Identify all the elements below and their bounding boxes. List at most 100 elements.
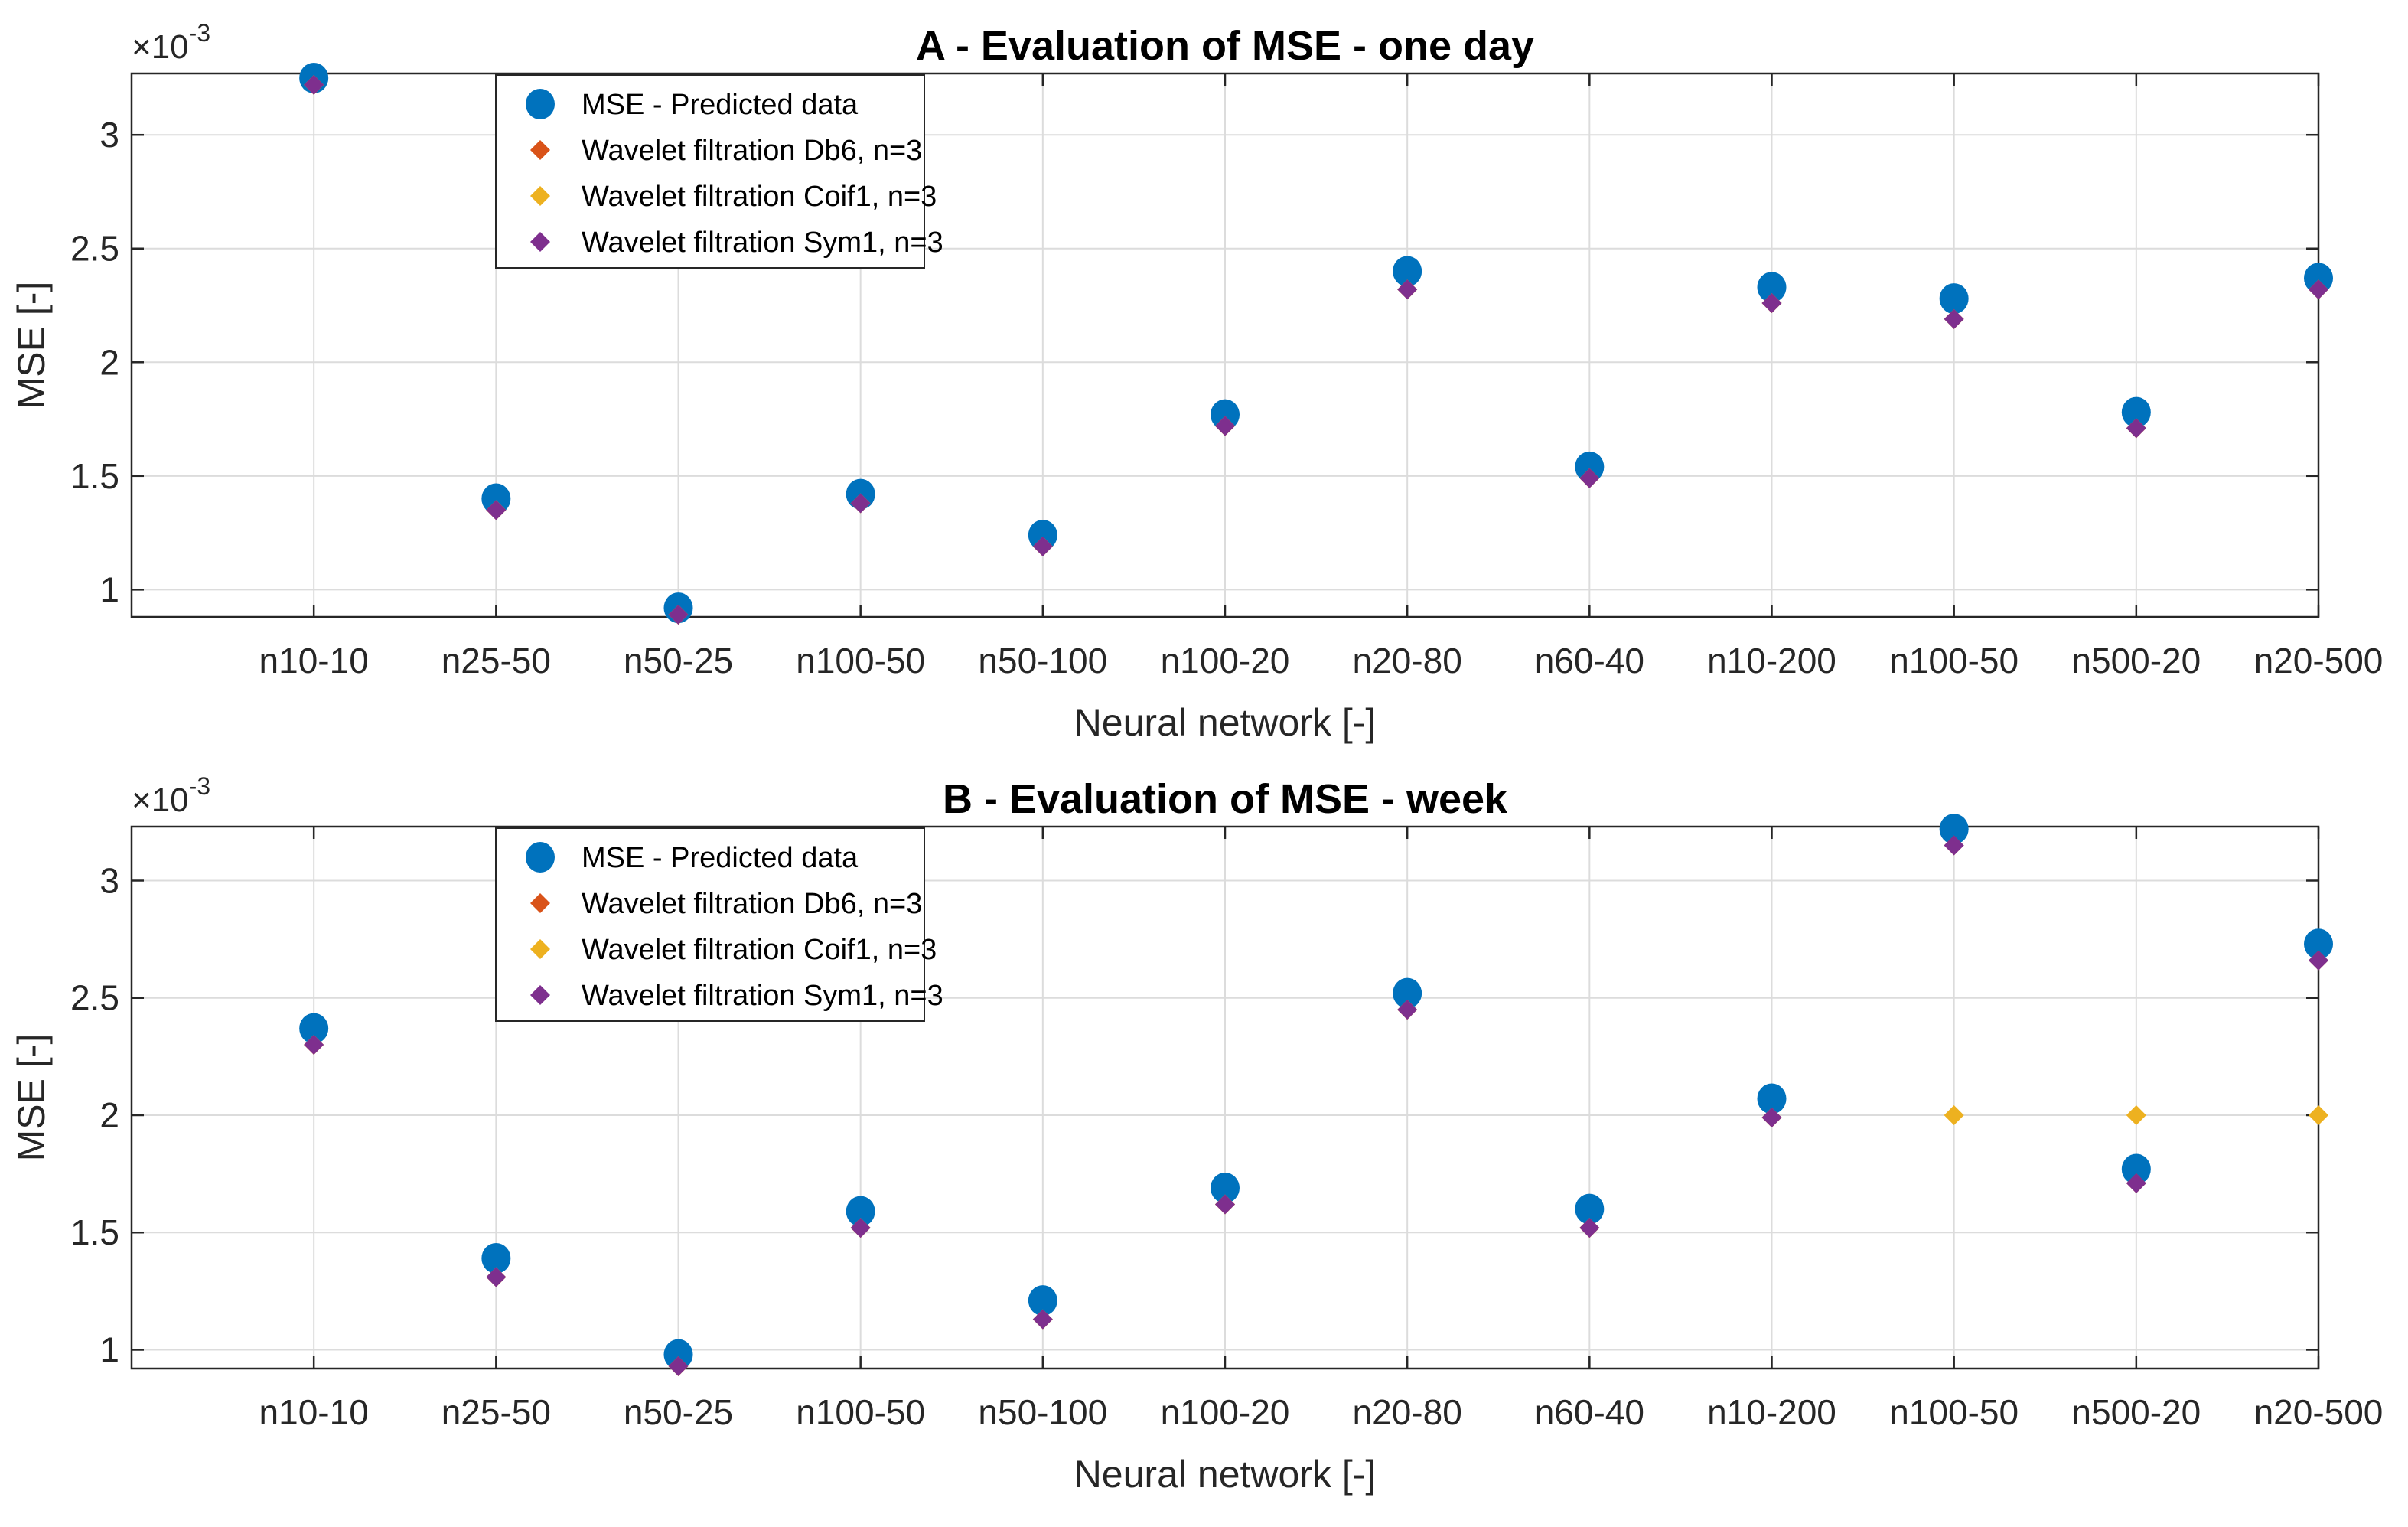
chart-a-xtick-label: n100-20 [1161, 641, 1290, 680]
chart-a-point [486, 500, 507, 520]
chart-a-point [1215, 416, 1235, 436]
chart-b-point [2121, 1153, 2151, 1185]
chart-a-xtick-label: n10-200 [1707, 641, 1836, 680]
chart-b-point [481, 1242, 511, 1274]
chart-a-point [1575, 451, 1605, 482]
chart-b-point [1939, 814, 1969, 845]
chart-b-y-exponent-power: -3 [189, 772, 210, 800]
chart-b-legend-item: MSE - Predicted data [526, 842, 859, 874]
chart-b-legend-item: Wavelet filtration Sym1, n=3 [530, 980, 943, 1012]
chart-a-point [1579, 468, 1600, 488]
chart-a-point [304, 74, 324, 95]
chart-b-ytick-label: 3 [99, 860, 119, 900]
chart-a-point [1761, 293, 1782, 314]
chart-a-xtick-label: n60-40 [1535, 641, 1644, 680]
chart-a-legend-item: Wavelet filtration Coif1, n=3 [530, 181, 937, 213]
chart-a-point [2126, 418, 2146, 439]
chart-b-xtick-label: n100-50 [796, 1392, 925, 1432]
chart-b-point [1944, 1104, 1964, 1125]
chart-b-point [1211, 1173, 1240, 1203]
chart-a-xtick-label: n100-50 [1889, 641, 2019, 680]
chart-a-point [2309, 279, 2328, 300]
chart-b-legend-marker [530, 939, 550, 959]
chart-b-point [2126, 1104, 2146, 1125]
chart-a-point [2121, 396, 2151, 428]
chart-b-point [1397, 1000, 1418, 1020]
chart-b-point [1215, 1194, 1235, 1215]
chart-a-legend-box [495, 74, 925, 269]
chart-b-point [1032, 1309, 1053, 1330]
chart-b-point [2304, 928, 2333, 960]
chart-a-legend-label: Wavelet filtration Db6, n=3 [582, 135, 922, 167]
chart-b-ytick-label: 1 [99, 1330, 119, 1369]
chart-b-point [846, 1196, 875, 1227]
chart-a: 1 1.5 2 2.5 3 n10-10 n25-50 n50-25 n100-50 n50-10… [10, 19, 2383, 744]
chart-b-point [2309, 950, 2328, 971]
chart-a-point [1397, 279, 1418, 300]
chart-b-legend-item: Wavelet filtration Coif1, n=3 [530, 934, 937, 966]
chart-b-xtick-label: n60-40 [1535, 1392, 1644, 1432]
chart-b-point [2309, 1104, 2328, 1125]
chart-b-xtick-label: n100-20 [1161, 1392, 1290, 1432]
chart-a-point [1028, 520, 1057, 551]
chart-b-point [486, 1267, 507, 1287]
chart-b-legend-marker [530, 893, 550, 913]
chart-a-series-4 [304, 74, 2328, 625]
chart-b-xtick-label: n25-50 [442, 1392, 551, 1432]
chart-b-point [850, 1218, 871, 1238]
chart-b-legend-label: Wavelet filtration Sym1, n=3 [582, 980, 943, 1012]
chart-b-xtick-label: n50-100 [978, 1392, 1107, 1432]
chart-a-legend-marker [530, 140, 550, 160]
chart-b-ylabel: MSE [-] [10, 1034, 53, 1162]
chart-b-legend-marker [530, 985, 550, 1005]
chart-b-point [668, 1356, 689, 1376]
chart-a-point [1944, 308, 1964, 329]
chart-a-xlabel: Neural network [-] [1074, 701, 1377, 744]
chart-a-xtick-label: n20-500 [2254, 641, 2384, 680]
chart-b-point [304, 1035, 324, 1056]
chart-b-point [1761, 1108, 1782, 1128]
chart-a-point [1211, 399, 1240, 430]
chart-b-xtick-label: n500-20 [2071, 1392, 2201, 1432]
chart-b-ytick-label: 2 [99, 1095, 119, 1135]
chart-b-point [2126, 1173, 2146, 1193]
chart-a-ytick-label: 2.5 [70, 229, 119, 269]
chart-b-point [1028, 1285, 1057, 1317]
chart-a-point [1393, 256, 1422, 287]
chart-b-xtick-label: n20-80 [1353, 1392, 1462, 1432]
chart-a-legend-label: Wavelet filtration Sym1, n=3 [582, 227, 943, 259]
chart-a-point [481, 483, 511, 514]
chart-b-legend-label: MSE - Predicted data [582, 842, 859, 874]
chart-a-title: A - Evaluation of MSE - one day [916, 23, 1534, 69]
chart-a-legend-marker [530, 186, 550, 206]
chart-a-xtick-label: n100-50 [796, 641, 925, 680]
chart-b-xtick-label: n20-500 [2254, 1392, 2384, 1432]
chart-a-point [2304, 263, 2333, 294]
chart-b: 1 1.5 2 2.5 3 n10-10 n25-50 n50-25 n100-50 n50-10… [10, 772, 2383, 1496]
chart-b-point [1393, 977, 1422, 1009]
chart-a-point [668, 605, 689, 625]
chart-a-xtick-label: n50-100 [978, 641, 1107, 680]
chart-a-xtick-label: n10-10 [259, 641, 369, 680]
chart-a-y-exponent-power: -3 [189, 19, 210, 47]
chart-a-ytick-label: 1 [99, 569, 119, 609]
chart-b-legend-item: Wavelet filtration Db6, n=3 [530, 888, 922, 920]
chart-a-point [1939, 283, 1969, 315]
chart-b-ytick-label: 1.5 [70, 1212, 119, 1252]
chart-b-legend: MSE - Predicted data Wavelet filtration D… [495, 827, 943, 1022]
chart-b-title: B - Evaluation of MSE - week [943, 776, 1508, 822]
chart-a-xtick-label: n20-80 [1353, 641, 1462, 680]
chart-b-legend-label: Wavelet filtration Db6, n=3 [582, 888, 922, 920]
chart-a-ytick-label: 3 [99, 115, 119, 155]
chart-a-xtick-label: n500-20 [2071, 641, 2201, 680]
chart-a-point [1032, 536, 1053, 556]
chart-b-xtick-label: n10-200 [1707, 1392, 1836, 1432]
chart-b-series-1 [299, 814, 2333, 1370]
chart-b-legend-marker [526, 842, 555, 873]
chart-a-legend-marker [526, 89, 555, 119]
chart-a-xtick-label: n50-25 [624, 641, 733, 680]
chart-b-point [1575, 1193, 1605, 1225]
chart-b-series-4 [304, 835, 2328, 1376]
chart-b-point [1579, 1218, 1600, 1238]
